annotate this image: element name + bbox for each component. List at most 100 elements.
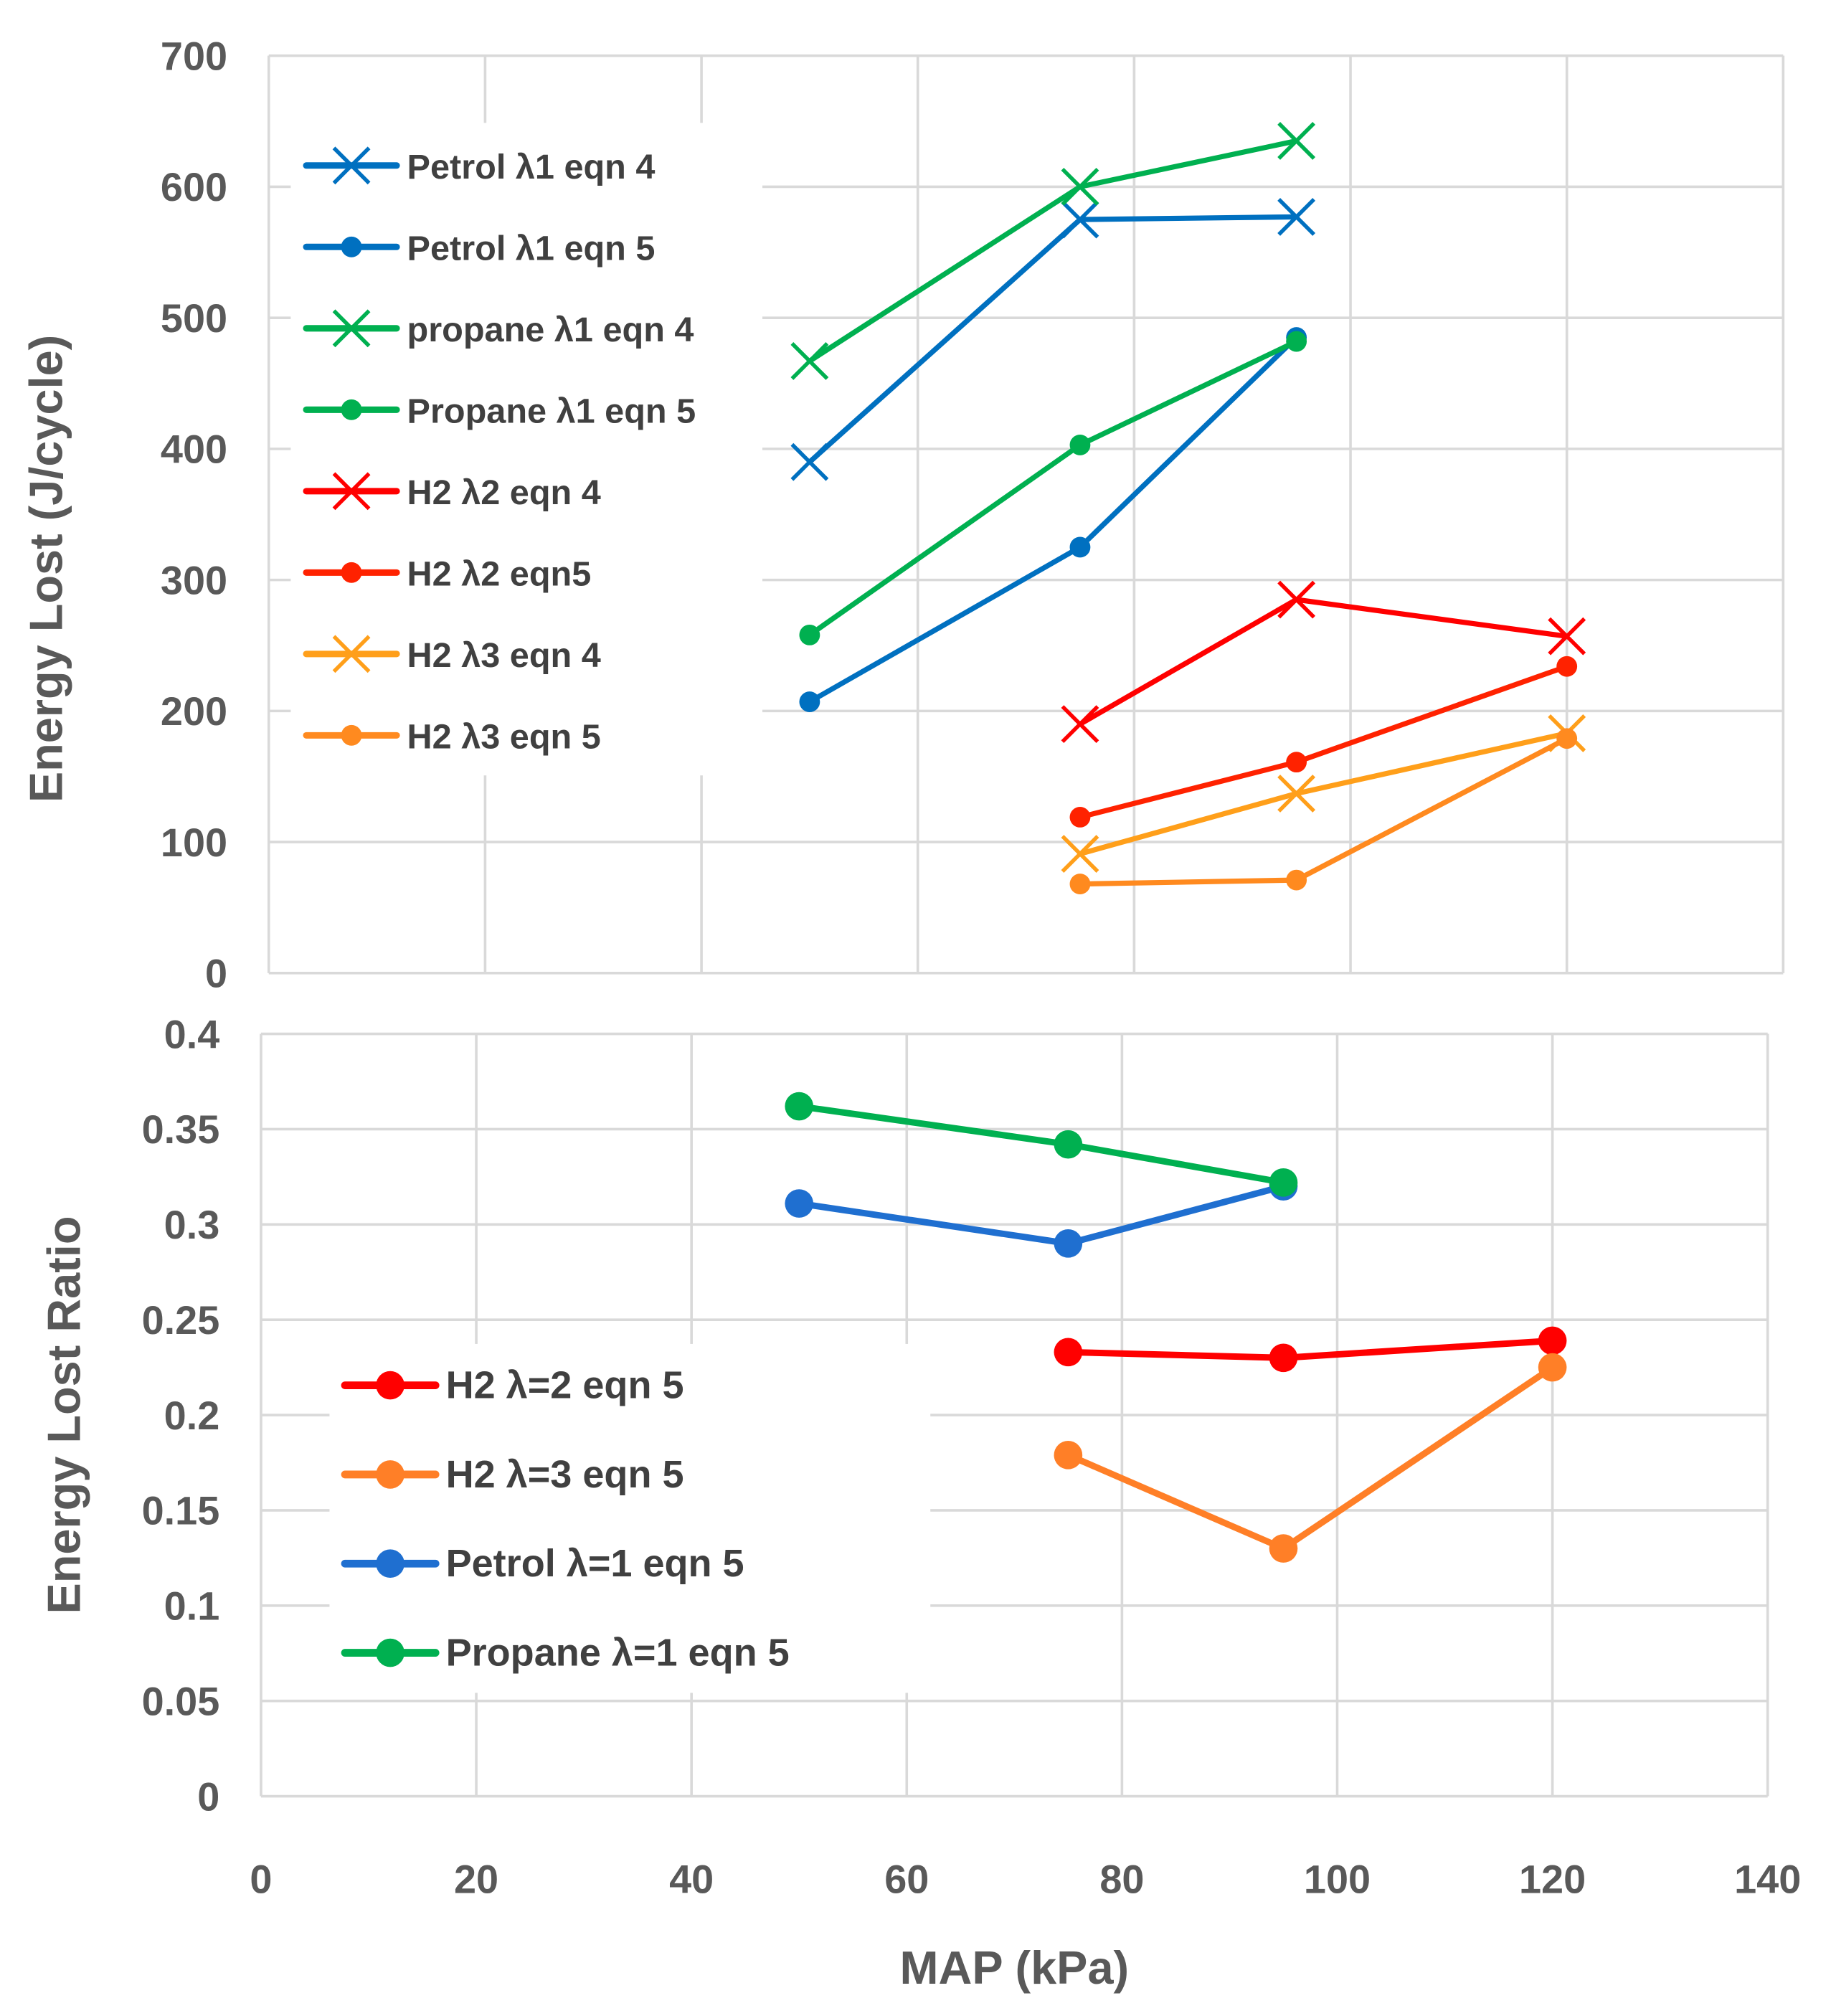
dot-marker [341, 724, 362, 746]
legend-box [329, 1343, 931, 1693]
dot-marker [1069, 874, 1091, 895]
series-h2-3-eqn-5 [1054, 1353, 1567, 1563]
series-line [808, 214, 1297, 464]
dot-marker [341, 236, 362, 257]
dot-marker [1069, 806, 1091, 828]
series-petrol-1-eqn-5 [799, 327, 1307, 712]
series-line [808, 335, 1299, 704]
y-tick-label: 200 [161, 688, 227, 734]
x-marker [1277, 775, 1316, 813]
dot-marker [1054, 1229, 1083, 1258]
x-marker [332, 635, 371, 673]
x-marker [1277, 580, 1316, 619]
series-line [1079, 597, 1568, 727]
y-tick-label: 100 [161, 820, 227, 865]
y-tick-label: 0 [197, 1774, 219, 1819]
legend-label: H2 λ3 eqn 5 [407, 717, 601, 756]
legend-label: H2 λ3 eqn 4 [407, 636, 601, 675]
legend-entry: H2 λ2 eqn 4 [303, 472, 601, 512]
dot-marker [376, 1638, 404, 1667]
series-petrol-1-eqn-4 [790, 198, 1316, 481]
dot-marker [1286, 331, 1307, 352]
legend-entry: Petrol λ1 eqn 4 [303, 146, 656, 186]
legend-label: propane λ1 eqn 4 [407, 311, 694, 349]
x-marker [1277, 198, 1316, 236]
dot-marker [1054, 1338, 1083, 1367]
x-marker [1061, 705, 1099, 744]
series-line [1079, 736, 1569, 887]
dot-marker [376, 1549, 404, 1579]
legend-entry: Petrol λ1 eqn 5 [303, 229, 656, 268]
dot-marker [376, 1460, 404, 1489]
legend-entry: propane λ1 eqn 4 [303, 309, 694, 349]
legend-label: Propane λ=1 eqn 5 [446, 1632, 790, 1675]
bottom-y-axis-label: Energy Lost Ratio [38, 1216, 90, 1614]
dot-marker [1069, 536, 1091, 558]
legend-entry: H2 λ2 eqn5 [303, 554, 592, 593]
x-marker [790, 443, 829, 481]
y-tick-label: 0.05 [142, 1678, 220, 1723]
y-tick-label: 0.3 [164, 1202, 220, 1247]
legend-label: H2 λ2 eqn5 [407, 554, 592, 593]
x-tick-label: 20 [454, 1857, 498, 1902]
series-h2-2-eqn5 [1069, 656, 1578, 828]
dot-marker [1269, 1534, 1298, 1563]
series-propane-1-eqn-4 [790, 122, 1316, 380]
legend-entry: Propane λ1 eqn 5 [303, 392, 696, 430]
legend-label: H2 λ2 eqn 4 [407, 473, 601, 512]
dot-marker [1269, 1168, 1298, 1197]
x-marker [1277, 122, 1316, 160]
x-marker [1061, 200, 1099, 239]
legend-entry: H2 λ=2 eqn 5 [341, 1364, 684, 1407]
dot-marker [1556, 728, 1578, 749]
legend-entry: Petrol λ=1 eqn 5 [341, 1542, 744, 1585]
dot-marker [1269, 1343, 1298, 1373]
y-tick-label: 500 [161, 295, 227, 341]
dot-marker [799, 624, 820, 645]
dot-marker [799, 691, 820, 712]
x-marker [790, 342, 829, 380]
x-tick-label: 40 [669, 1857, 714, 1902]
x-tick-label: 0 [250, 1857, 272, 1902]
legend-entry: H2 λ3 eqn 4 [303, 635, 601, 675]
dot-marker [341, 562, 362, 583]
series-propane-1-eqn-5 [799, 331, 1307, 645]
legend-box [290, 123, 762, 776]
dot-marker [1538, 1353, 1567, 1382]
y-tick-label: 700 [161, 33, 227, 78]
legend-label: Petrol λ1 eqn 4 [407, 148, 656, 186]
x-marker [332, 309, 371, 348]
legend-label: H2 λ=2 eqn 5 [446, 1364, 684, 1407]
x-tick-label: 120 [1519, 1857, 1586, 1902]
series-h2-2-eqn-5 [1054, 1326, 1567, 1373]
series-h2-3-eqn-5 [1069, 728, 1578, 895]
dot-marker [1069, 434, 1091, 455]
x-marker [332, 472, 371, 511]
series-line [808, 138, 1297, 364]
legend-label: H2 λ=3 eqn 5 [446, 1453, 684, 1496]
dot-marker [1054, 1441, 1083, 1470]
legend-entry: H2 λ3 eqn 5 [303, 717, 601, 756]
dot-marker [1538, 1326, 1567, 1355]
y-tick-label: 400 [161, 427, 227, 472]
series-line [1068, 1337, 1553, 1361]
legend-label: Petrol λ1 eqn 5 [407, 229, 656, 268]
x-marker [1061, 835, 1099, 873]
x-marker [332, 146, 371, 185]
series-propane-1-eqn-5 [785, 1092, 1298, 1197]
y-tick-label: 600 [161, 164, 227, 209]
dot-marker [376, 1371, 404, 1400]
y-tick-label: 0 [205, 951, 227, 996]
x-marker [1061, 167, 1099, 206]
x-tick-label: 100 [1304, 1857, 1371, 1902]
dot-marker [1556, 656, 1578, 677]
legend-label: Propane λ1 eqn 5 [407, 392, 696, 430]
series-h2-3-eqn-4 [1061, 714, 1586, 873]
y-tick-label: 0.25 [142, 1297, 220, 1343]
series-line [798, 1103, 1284, 1186]
dot-marker [1286, 752, 1307, 773]
dot-marker [785, 1189, 814, 1218]
series-line [1079, 663, 1568, 820]
y-tick-label: 0.35 [142, 1107, 220, 1152]
